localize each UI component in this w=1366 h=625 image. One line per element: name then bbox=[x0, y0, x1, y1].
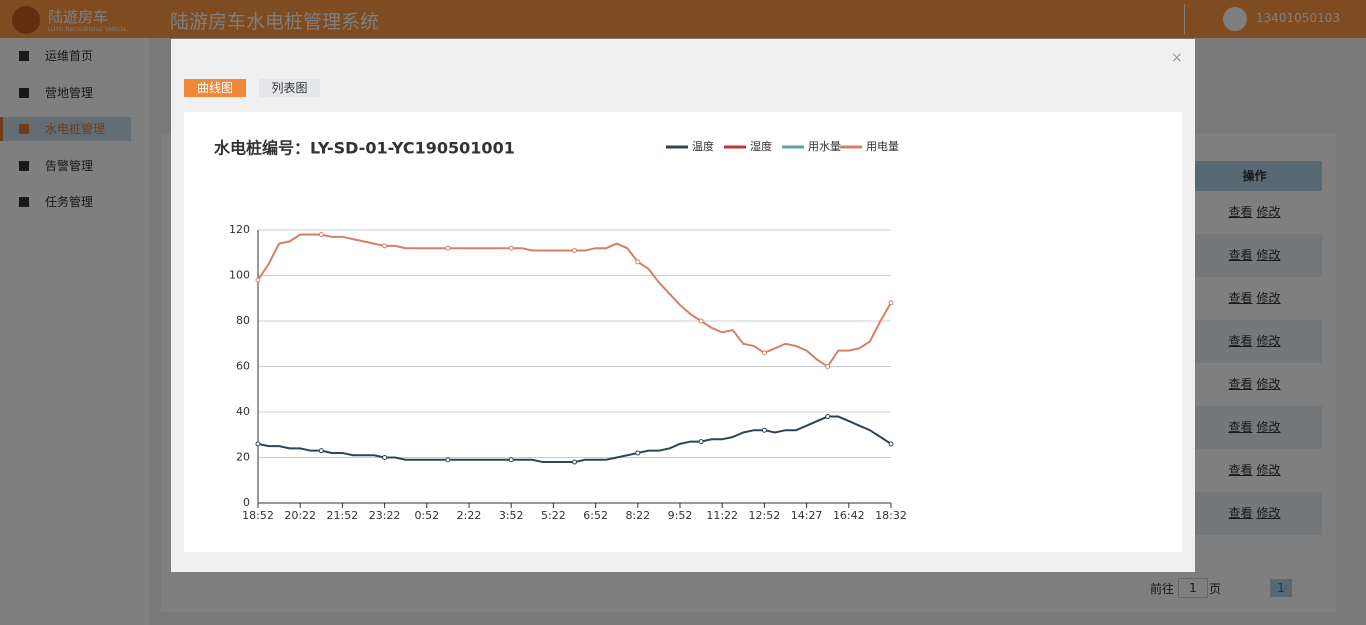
point bbox=[255, 441, 261, 447]
point bbox=[445, 245, 451, 251]
x-tick-label: 11:22 bbox=[706, 509, 738, 522]
x-tick-label: 5:22 bbox=[541, 509, 566, 522]
point bbox=[255, 277, 261, 283]
point bbox=[698, 318, 704, 324]
point bbox=[635, 259, 641, 265]
y-tick-label: 60 bbox=[236, 360, 250, 373]
x-tick-label: 20:22 bbox=[284, 509, 316, 522]
x-tick-label: 18:52 bbox=[242, 509, 274, 522]
point bbox=[761, 350, 767, 356]
point bbox=[572, 247, 577, 253]
point bbox=[761, 427, 767, 433]
y-tick-label: 100 bbox=[229, 269, 250, 282]
x-tick-label: 6:52 bbox=[583, 509, 608, 522]
y-tick-label: 120 bbox=[229, 223, 250, 236]
point bbox=[508, 457, 514, 463]
point bbox=[445, 457, 451, 463]
point bbox=[635, 450, 641, 456]
y-tick-label: 80 bbox=[236, 314, 250, 327]
legend-label[interactable]: 温度 bbox=[692, 139, 714, 153]
point bbox=[508, 245, 514, 251]
point bbox=[698, 439, 704, 445]
close[interactable]: × bbox=[1171, 50, 1183, 66]
point bbox=[825, 414, 831, 420]
x-tick-label: 18:32 bbox=[875, 509, 907, 522]
tab[interactable]: 列表图 bbox=[259, 79, 320, 97]
legend-label[interactable]: 用电量 bbox=[866, 140, 899, 153]
y-tick-label: 0 bbox=[243, 496, 250, 509]
point bbox=[825, 364, 831, 369]
x-tick-label: 0:52 bbox=[414, 509, 439, 522]
x-tick-label: 8:22 bbox=[625, 509, 650, 522]
y-tick-label: 40 bbox=[236, 405, 250, 418]
modal: × 曲线图 列表图 水电桩编号：LY-SD-01-YC190501001 0 20… bbox=[171, 39, 1195, 572]
chart: 水电桩编号：LY-SD-01-YC190501001 0 20 40 60 80 100 1… bbox=[184, 112, 1182, 552]
x-tick-label: 14:27 bbox=[791, 509, 823, 522]
x-tick-label: 3:52 bbox=[499, 509, 524, 522]
x-tick-label: 12:52 bbox=[749, 509, 781, 522]
point bbox=[382, 243, 388, 249]
tab-active[interactable]: 曲线图 bbox=[184, 79, 246, 97]
legend-label[interactable]: 湿度 bbox=[750, 139, 772, 153]
chart-bg bbox=[184, 112, 1182, 552]
x-tick-label: 21:52 bbox=[327, 509, 359, 522]
point bbox=[572, 459, 577, 465]
x-tick-label: 23:22 bbox=[369, 509, 401, 522]
legend-label[interactable]: 用水量 bbox=[808, 140, 841, 153]
x-tick-label: 9:52 bbox=[668, 509, 693, 522]
y-tick-label: 20 bbox=[236, 451, 250, 464]
x-tick-label: 2:22 bbox=[457, 509, 482, 522]
point bbox=[888, 300, 894, 306]
point bbox=[382, 455, 388, 460]
point bbox=[318, 232, 324, 238]
point bbox=[318, 448, 324, 454]
point bbox=[888, 441, 894, 447]
chart-title: 水电桩编号：LY-SD-01-YC190501001 bbox=[214, 139, 515, 158]
x-tick-label: 16:42 bbox=[833, 509, 865, 522]
